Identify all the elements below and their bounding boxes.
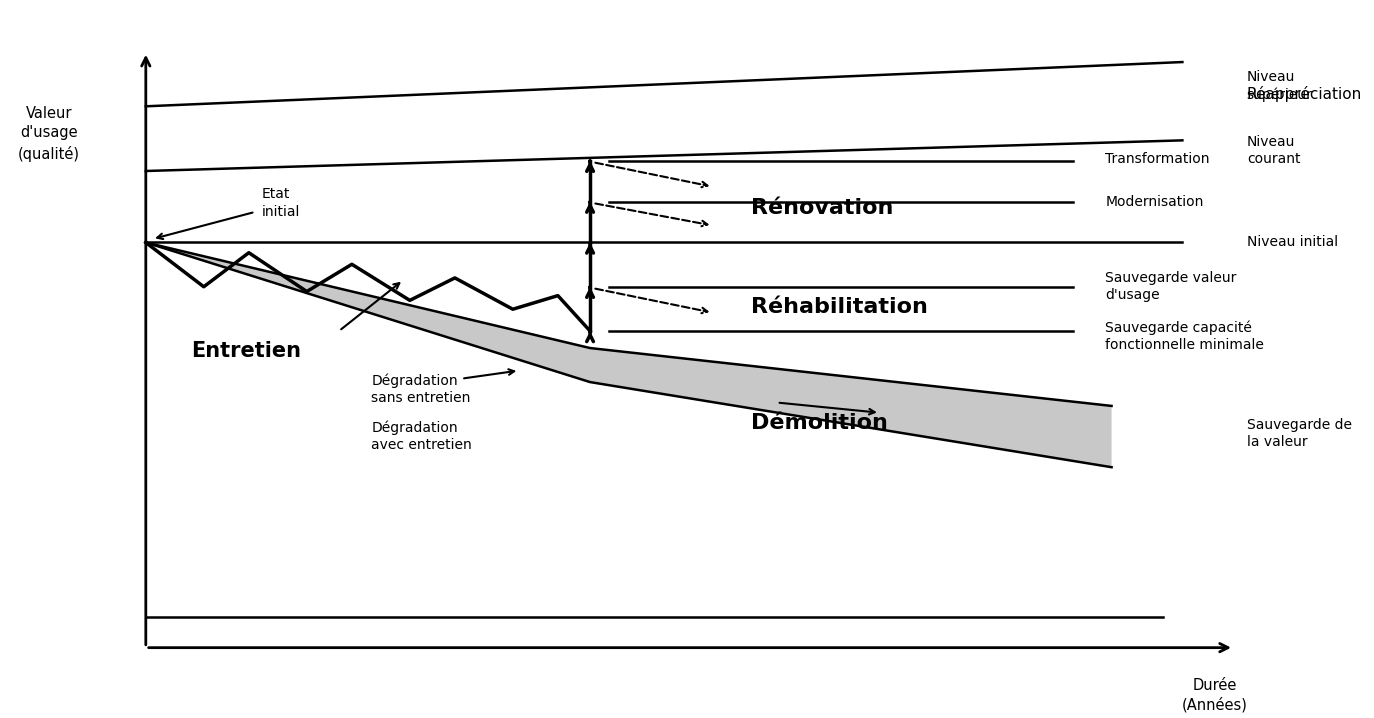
Text: Modernisation: Modernisation — [1105, 195, 1204, 209]
Text: Dégradation
sans entretien: Dégradation sans entretien — [371, 373, 470, 405]
Text: Etat
initial: Etat initial — [261, 187, 300, 219]
Text: Démolition: Démolition — [752, 413, 888, 433]
Text: Niveau
supérieur: Niveau supérieur — [1246, 70, 1312, 102]
Text: Sauvegarde de
la valeur: Sauvegarde de la valeur — [1246, 417, 1352, 449]
Text: Réappréciation: Réappréciation — [1246, 86, 1362, 103]
Text: Rénovation: Rénovation — [752, 198, 893, 218]
Text: Dégradation
avec entretien: Dégradation avec entretien — [371, 421, 471, 452]
Polygon shape — [146, 243, 1112, 467]
Text: Niveau initial: Niveau initial — [1246, 236, 1338, 249]
Text: Valeur
d'usage
(qualité): Valeur d'usage (qualité) — [18, 106, 80, 162]
Text: Sauvegarde capacité
fonctionnelle minimale: Sauvegarde capacité fonctionnelle minima… — [1105, 320, 1264, 353]
Text: Entretien: Entretien — [191, 342, 301, 361]
Text: Transformation: Transformation — [1105, 152, 1209, 167]
Text: Durée
(Années): Durée (Années) — [1182, 679, 1248, 712]
Text: Niveau
courant: Niveau courant — [1246, 135, 1300, 167]
Text: Réhabilitation: Réhabilitation — [752, 297, 927, 317]
Text: Sauvegarde valeur
d'usage: Sauvegarde valeur d'usage — [1105, 271, 1237, 302]
